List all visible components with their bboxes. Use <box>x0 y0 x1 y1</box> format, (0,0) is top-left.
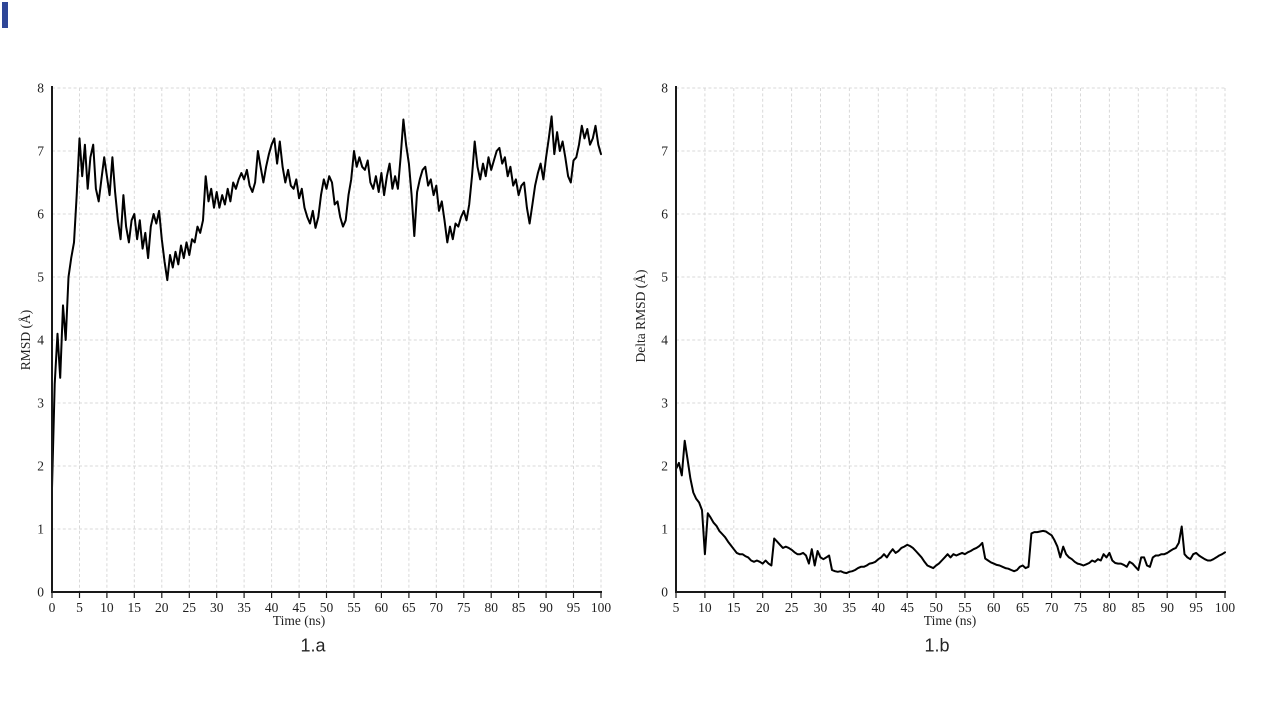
left-edge-marker <box>2 2 8 28</box>
x-tick-label: 25 <box>785 600 799 615</box>
x-tick-label: 10 <box>100 600 114 615</box>
x-tick-label: 65 <box>1016 600 1030 615</box>
y-axis-title-delta-rmsd: Delta RMSD (Å) <box>633 269 648 363</box>
x-tick-label: 45 <box>292 600 306 615</box>
y-axis-title-rmsd: RMSD (Å) <box>18 309 33 371</box>
x-axis-title-time-left: Time (ns) <box>272 613 326 628</box>
x-tick-label: 15 <box>128 600 142 615</box>
x-tick-label: 100 <box>1215 600 1236 615</box>
x-tick-label: 55 <box>958 600 972 615</box>
x-tick-label: 40 <box>265 600 279 615</box>
data-series-line <box>675 439 1226 575</box>
y-tick-label: 3 <box>661 396 668 411</box>
y-tick-label: 4 <box>661 333 668 348</box>
x-tick-label: 95 <box>1189 600 1203 615</box>
y-tick-label: 8 <box>661 81 668 96</box>
x-tick-label: 60 <box>375 600 389 615</box>
x-tick-label: 90 <box>1160 600 1174 615</box>
y-tick-label: 0 <box>37 585 44 600</box>
x-tick-label: 75 <box>457 600 471 615</box>
x-tick-label: 50 <box>320 600 334 615</box>
x-tick-label: 20 <box>155 600 169 615</box>
x-tick-label: 100 <box>591 600 612 615</box>
x-tick-label: 25 <box>183 600 197 615</box>
y-tick-label: 6 <box>661 207 668 222</box>
x-tick-label: 0 <box>49 600 56 615</box>
x-tick-label: 60 <box>987 600 1001 615</box>
x-tick-label: 50 <box>929 600 943 615</box>
x-axis-title-time-right: Time (ns) <box>923 613 977 628</box>
y-tick-label: 2 <box>661 459 668 474</box>
x-tick-label: 65 <box>402 600 416 615</box>
data-series-line <box>51 115 602 490</box>
x-tick-label: 55 <box>347 600 361 615</box>
y-tick-label: 3 <box>37 396 44 411</box>
x-tick-label: 45 <box>900 600 914 615</box>
y-tick-label: 5 <box>661 270 668 285</box>
x-tick-label: 35 <box>237 600 251 615</box>
x-tick-label: 5 <box>76 600 83 615</box>
y-tick-label: 0 <box>661 585 668 600</box>
y-tick-label: 8 <box>37 81 44 96</box>
y-tick-label: 4 <box>37 333 44 348</box>
x-tick-label: 20 <box>756 600 770 615</box>
x-tick-label: 10 <box>698 600 712 615</box>
y-tick-label: 7 <box>661 144 668 159</box>
x-tick-label: 80 <box>484 600 498 615</box>
chart-caption-1b: 1.b <box>924 635 950 656</box>
x-tick-label: 15 <box>727 600 741 615</box>
y-tick-label: 1 <box>37 522 44 537</box>
x-tick-label: 80 <box>1103 600 1117 615</box>
y-tick-label: 6 <box>37 207 44 222</box>
x-tick-label: 5 <box>673 600 680 615</box>
x-tick-label: 70 <box>430 600 444 615</box>
x-tick-label: 90 <box>539 600 553 615</box>
x-tick-label: 85 <box>512 600 526 615</box>
x-tick-label: 30 <box>210 600 224 615</box>
x-tick-label: 75 <box>1074 600 1088 615</box>
x-tick-label: 35 <box>843 600 857 615</box>
x-tick-label: 70 <box>1045 600 1059 615</box>
x-tick-label: 30 <box>814 600 828 615</box>
y-tick-label: 2 <box>37 459 44 474</box>
y-tick-label: 7 <box>37 144 44 159</box>
x-tick-label: 85 <box>1132 600 1146 615</box>
x-tick-label: 95 <box>567 600 581 615</box>
x-tick-label: 40 <box>872 600 886 615</box>
y-tick-label: 1 <box>661 522 668 537</box>
y-tick-label: 5 <box>37 270 44 285</box>
chart-caption-1a: 1.a <box>300 635 326 656</box>
